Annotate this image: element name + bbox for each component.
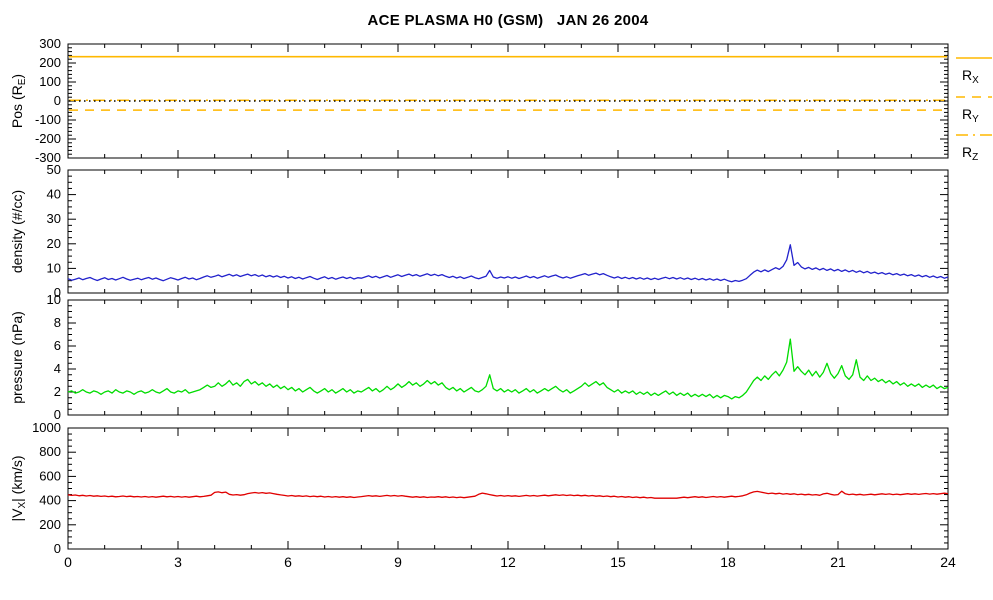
x-tick-label: 15 <box>610 554 626 570</box>
legend-label-RX: RX <box>962 67 979 86</box>
y-tick-label: -300 <box>35 150 61 165</box>
y-tick-label: 2 <box>54 384 61 399</box>
tick-labels: 0 10 20 30 40 50 <box>47 162 61 300</box>
x-tick-label: 3 <box>174 554 182 570</box>
y-tick-label: 20 <box>47 236 61 251</box>
y-tick-label: 10 <box>47 260 61 275</box>
panel-pressure: 0 2 4 6 8 10 pressure (nPa) <box>9 292 949 422</box>
x-tick-label: 12 <box>500 554 516 570</box>
x-tick-label: 21 <box>830 554 846 570</box>
panel-border <box>67 169 949 294</box>
chart-title: ACE PLASMA H0 (GSM) JAN 26 2004 <box>367 12 649 29</box>
trace-proton-density <box>67 244 949 283</box>
y-tick-label: 6 <box>54 338 61 353</box>
y-axis-label: density (#/cc) <box>9 190 25 273</box>
y-tick-label: 600 <box>39 468 61 483</box>
y-tick-label: 200 <box>39 517 61 532</box>
y-axis-label: |VX| (km/s) <box>9 455 28 521</box>
ticks <box>67 299 949 416</box>
trace-flow-pressure <box>67 338 949 400</box>
trace-vx-speed <box>67 490 949 499</box>
panel-border <box>67 299 949 416</box>
y-tick-label: 0 <box>54 407 61 422</box>
panel-density: 0 10 20 30 40 50 density (#/cc) <box>9 162 949 300</box>
x-tick-label: 9 <box>394 554 402 570</box>
tick-labels: 0 200 400 600 800 1000 0 3 6 9 12 15 18 21 24 <box>32 420 956 570</box>
y-axis-label: pressure (nPa) <box>9 311 25 404</box>
x-tick-label: 6 <box>284 554 292 570</box>
y-tick-label: 800 <box>39 444 61 459</box>
y-tick-label: 0 <box>54 285 61 300</box>
tick-labels: 0 2 4 6 8 10 <box>47 292 61 422</box>
x-tick-label: 24 <box>940 554 956 570</box>
y-tick-label: 8 <box>54 315 61 330</box>
ticks <box>67 169 949 294</box>
panel-border <box>67 427 949 550</box>
y-tick-label: 40 <box>47 187 61 202</box>
y-tick-label: 0 <box>54 93 61 108</box>
y-tick-label: 4 <box>54 361 61 376</box>
panel-velocity: 0 200 400 600 800 1000 0 3 6 9 12 15 18 21 24 |VX| (km/… <box>9 420 956 570</box>
ticks <box>67 427 949 550</box>
y-tick-label: 30 <box>47 211 61 226</box>
ticks <box>67 43 949 159</box>
legend-label-RY: RY <box>962 106 979 125</box>
y-tick-label: 300 <box>39 36 61 51</box>
y-tick-label: 200 <box>39 55 61 70</box>
y-tick-label: 400 <box>39 493 61 508</box>
y-axis-label: Pos (RE) <box>9 74 28 128</box>
tick-labels: -300 -200 -100 0 100 200 300 <box>35 36 61 165</box>
x-tick-label: 0 <box>64 554 72 570</box>
y-tick-label: 50 <box>47 162 61 177</box>
y-tick-label: 10 <box>47 292 61 307</box>
legend-label-RZ: RZ <box>962 144 978 163</box>
y-tick-label: 1000 <box>32 420 61 435</box>
y-tick-label: -100 <box>35 112 61 127</box>
y-tick-label: 0 <box>54 541 61 556</box>
x-tick-label: 18 <box>720 554 736 570</box>
panel-position: -300 -200 -100 0 100 200 300 Pos (RE) <box>9 36 949 165</box>
y-tick-label: 100 <box>39 74 61 89</box>
position-legend: RX RY RZ <box>956 57 992 163</box>
y-tick-label: -200 <box>35 131 61 146</box>
